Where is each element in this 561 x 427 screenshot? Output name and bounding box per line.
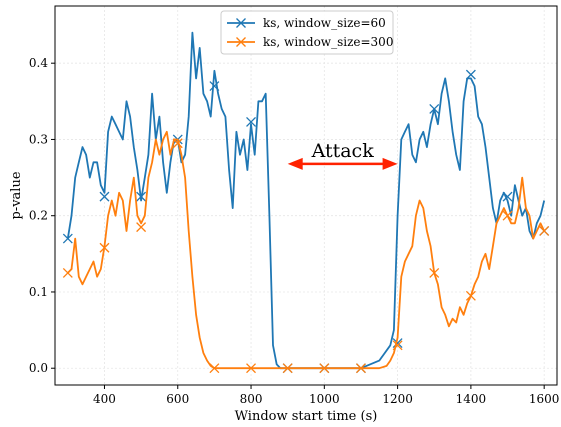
series-line-1 [66, 31, 546, 370]
y-tick-label: 0.1 [29, 285, 48, 299]
marker-stroke [99, 242, 110, 253]
axes: 400 600 800 1000 1200 1400 1600 0.0 0.1 0.2 0.3 0.4 [29, 5, 560, 406]
marker-stroke [465, 290, 476, 301]
attack-annotation: Attack [287, 140, 398, 170]
series-1-marker [502, 191, 513, 202]
marker-stroke [246, 116, 256, 127]
legend: ks, window_size=60 ks, window_size=300 [220, 10, 394, 55]
series-2-marker [539, 226, 550, 236]
legend-label: ks, window_size=300 [263, 35, 393, 49]
marker-stroke [502, 210, 513, 221]
series-1-marker [246, 116, 256, 127]
y-tick-label: 0.3 [29, 132, 48, 146]
legend-label: ks, window_size=60 [263, 16, 386, 30]
marker-stroke [62, 233, 73, 244]
legend-marker [236, 18, 246, 28]
series-1-marker [136, 191, 147, 202]
marker-stroke [246, 363, 256, 374]
series-2-marker [356, 363, 366, 374]
marker-stroke [319, 363, 330, 374]
series-2-marker [392, 340, 403, 351]
series-2-marker [429, 267, 440, 278]
legend-box [220, 10, 394, 55]
attack-annotation-label: Attack [311, 140, 375, 162]
plot-frame [54, 5, 558, 386]
series-line-2 [67, 130, 546, 370]
marker-stroke [209, 363, 220, 374]
series-2-marker [246, 363, 256, 374]
marker-stroke [429, 267, 440, 278]
attack-arrow-left-head [287, 157, 303, 170]
x-tick-label: 1400 [456, 392, 487, 406]
attack-arrow-right-head [382, 157, 398, 170]
marker-stroke [356, 363, 366, 374]
x-tick-label: 400 [93, 392, 116, 406]
series-1-marker [465, 69, 476, 80]
series-1-marker [99, 191, 110, 202]
marker-stroke [539, 226, 550, 236]
series-2-marker [62, 267, 73, 278]
marker-stroke [429, 103, 440, 114]
y-axis-label: p-value [9, 171, 24, 219]
x-tick-label: 1000 [309, 392, 340, 406]
series-1-marker [429, 103, 440, 114]
series-2-marker [136, 222, 147, 233]
series-2-marker [319, 363, 330, 374]
series-2-marker [282, 363, 293, 374]
series-2-marker [172, 138, 183, 149]
marker-stroke [465, 69, 476, 80]
marker-stroke [172, 138, 183, 149]
x-tick-label: 800 [240, 392, 263, 406]
x-tick-label: 1200 [382, 392, 413, 406]
marker-stroke [502, 191, 513, 202]
series-2-marker [465, 290, 476, 301]
marker-stroke [136, 222, 147, 233]
marker-stroke [209, 81, 220, 92]
marker-stroke [99, 191, 110, 202]
x-axis-label: Window start time (s) [235, 409, 378, 424]
series-1-marker [392, 338, 403, 349]
y-tick-label: 0.0 [29, 361, 48, 375]
series-2-marker [99, 242, 110, 253]
marker-stroke [136, 191, 147, 202]
x-tick-label: 1600 [529, 392, 560, 406]
series-1-marker [62, 233, 73, 244]
legend-marker [236, 37, 246, 47]
marker-stroke [62, 267, 73, 278]
series-1-marker [209, 81, 220, 92]
x-tick-label: 600 [166, 392, 189, 406]
y-tick-label: 0.4 [29, 56, 48, 70]
marker-stroke [392, 338, 403, 349]
grid-lines [55, 6, 557, 385]
y-tick-label: 0.2 [29, 209, 48, 223]
series-layer [62, 31, 550, 374]
series-2-marker [502, 210, 513, 221]
marker-stroke [392, 340, 403, 351]
marker-stroke [282, 363, 293, 374]
series-2-marker [209, 363, 220, 374]
